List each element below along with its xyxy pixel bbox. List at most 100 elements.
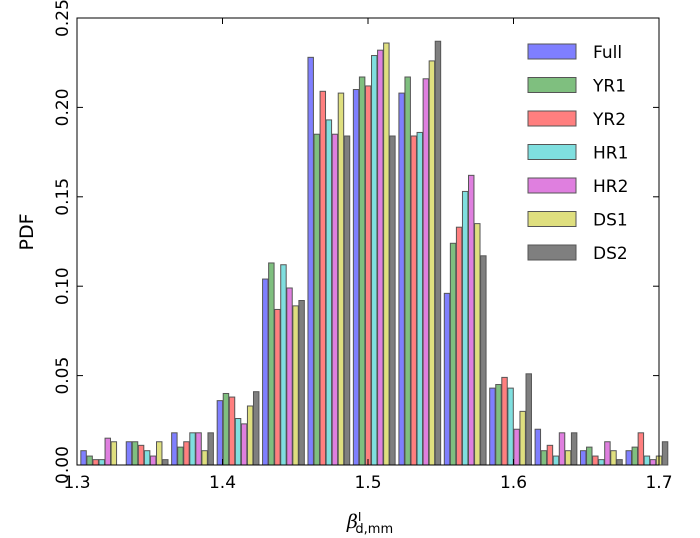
bar-hr1-6 <box>371 55 378 466</box>
bar-hr1-8 <box>461 190 469 466</box>
bar-ds2-2 <box>207 432 214 466</box>
x-axis-label-symbol: β <box>346 511 358 533</box>
legend-label-yr2: YR2 <box>592 110 626 130</box>
x-tick-label-3: 1.6 <box>500 473 527 493</box>
bar-ds2-12 <box>661 441 669 466</box>
bar-yr1-4 <box>268 262 275 466</box>
bar-full-0 <box>80 450 87 466</box>
bar-hr2-4 <box>286 287 293 466</box>
y-tick-label-0: 0.00 <box>53 446 73 484</box>
legend-label-hr2: HR2 <box>593 177 628 197</box>
y-axis-label: PDF <box>16 213 38 250</box>
bar-ds1-11 <box>610 450 617 466</box>
legend-label-ds2: DS2 <box>593 244 628 264</box>
x-tick-label-4: 1.7 <box>645 473 672 493</box>
bar-full-1 <box>125 441 133 466</box>
bar-full-5 <box>307 56 314 466</box>
bar-ds1-8 <box>474 223 481 466</box>
bar-hr2-0 <box>104 437 112 466</box>
bar-ds2-5 <box>343 135 351 466</box>
bar-yr2-10 <box>546 444 554 466</box>
bar-hr1-1 <box>143 450 151 466</box>
bar-ds1-10 <box>564 450 572 466</box>
y-tick-label-1: 0.05 <box>53 357 73 395</box>
bar-ds1-9 <box>519 410 526 466</box>
bar-full-8 <box>443 292 451 466</box>
bar-ds1-5 <box>337 92 345 466</box>
bar-ds1-3 <box>246 405 254 466</box>
y-tick-label-2: 0.10 <box>53 267 73 305</box>
bar-ds2-8 <box>480 255 487 466</box>
bar-yr2-12 <box>637 432 645 466</box>
bar-hr2-11 <box>604 441 611 466</box>
bar-ds2-1 <box>162 459 169 466</box>
bar-hr2-10 <box>558 432 566 466</box>
bar-hr1-2 <box>189 432 196 466</box>
legend-swatch-hr1 <box>527 144 577 160</box>
bar-hr2-1 <box>149 455 157 466</box>
bar-hr2-6 <box>377 49 384 466</box>
bar-hr2-12 <box>649 459 657 466</box>
bar-ds2-4 <box>298 300 305 466</box>
bar-full-9 <box>489 387 496 466</box>
bar-full-4 <box>262 278 269 466</box>
bar-yr2-2 <box>183 441 190 466</box>
y-tick-label-4: 0.20 <box>53 88 73 126</box>
bar-ds1-1 <box>156 441 163 466</box>
legend-label-ds1: DS1 <box>593 211 628 231</box>
bar-full-3 <box>216 400 224 466</box>
legend-label-yr1: YR1 <box>592 77 626 97</box>
bar-yr2-5 <box>319 90 327 466</box>
bar-yr1-5 <box>313 133 320 466</box>
bar-yr1-12 <box>631 446 639 466</box>
bar-ds2-3 <box>252 391 260 466</box>
bar-ds2-9 <box>525 373 532 466</box>
legend-swatch-hr2 <box>527 177 577 194</box>
bars-layer <box>80 40 669 466</box>
x-tick-label-1: 1.4 <box>209 473 236 493</box>
bar-yr2-8 <box>455 226 463 466</box>
bar-full-12 <box>625 450 632 466</box>
bar-hr1-7 <box>416 131 424 466</box>
x-tick-label-2: 1.5 <box>354 473 381 493</box>
bar-full-6 <box>352 89 360 466</box>
bar-hr2-7 <box>422 78 430 466</box>
bar-ds2-11 <box>616 459 623 466</box>
bar-yr1-0 <box>86 455 93 466</box>
bar-yr2-6 <box>364 85 372 466</box>
bar-hr1-3 <box>234 418 242 466</box>
x-tick-label-0: 1.3 <box>63 473 90 493</box>
bar-ds1-4 <box>292 305 299 466</box>
bar-hr1-11 <box>598 459 605 466</box>
bar-hr2-2 <box>195 432 202 466</box>
bar-ds2-7 <box>434 40 442 466</box>
bar-yr2-4 <box>274 308 281 466</box>
bar-hr1-9 <box>507 387 514 466</box>
x-tick-labels: 1.3 1.4 1.5 1.6 1.7 <box>63 473 672 493</box>
bar-yr2-3 <box>228 396 236 466</box>
bar-hr2-3 <box>240 423 248 466</box>
bar-full-2 <box>171 432 178 466</box>
bar-yr2-1 <box>137 444 145 466</box>
bar-yr1-8 <box>449 242 457 466</box>
bar-yr2-9 <box>501 376 508 466</box>
bar-ds1-6 <box>383 42 390 466</box>
bar-full-11 <box>579 450 587 466</box>
x-axis-label-superscript: I <box>358 510 362 524</box>
bar-ds1-0 <box>110 441 118 466</box>
legend-swatch-ds2 <box>527 244 577 261</box>
bar-ds2-10 <box>570 432 578 466</box>
legend: Full YR1 YR2 HR1 HR2 DS1 DS2 <box>527 43 628 264</box>
bar-full-7 <box>398 92 405 466</box>
bar-yr1-7 <box>404 76 411 466</box>
bar-yr1-11 <box>586 446 593 466</box>
bar-yr2-0 <box>92 459 99 466</box>
bar-full-10 <box>534 428 542 466</box>
legend-swatch-yr1 <box>527 77 577 93</box>
bar-hr1-5 <box>325 119 333 466</box>
y-tick-label-3: 0.15 <box>53 178 73 216</box>
bar-hr2-5 <box>331 133 339 466</box>
bar-hr1-10 <box>552 455 560 466</box>
legend-swatch-ds1 <box>527 211 577 227</box>
